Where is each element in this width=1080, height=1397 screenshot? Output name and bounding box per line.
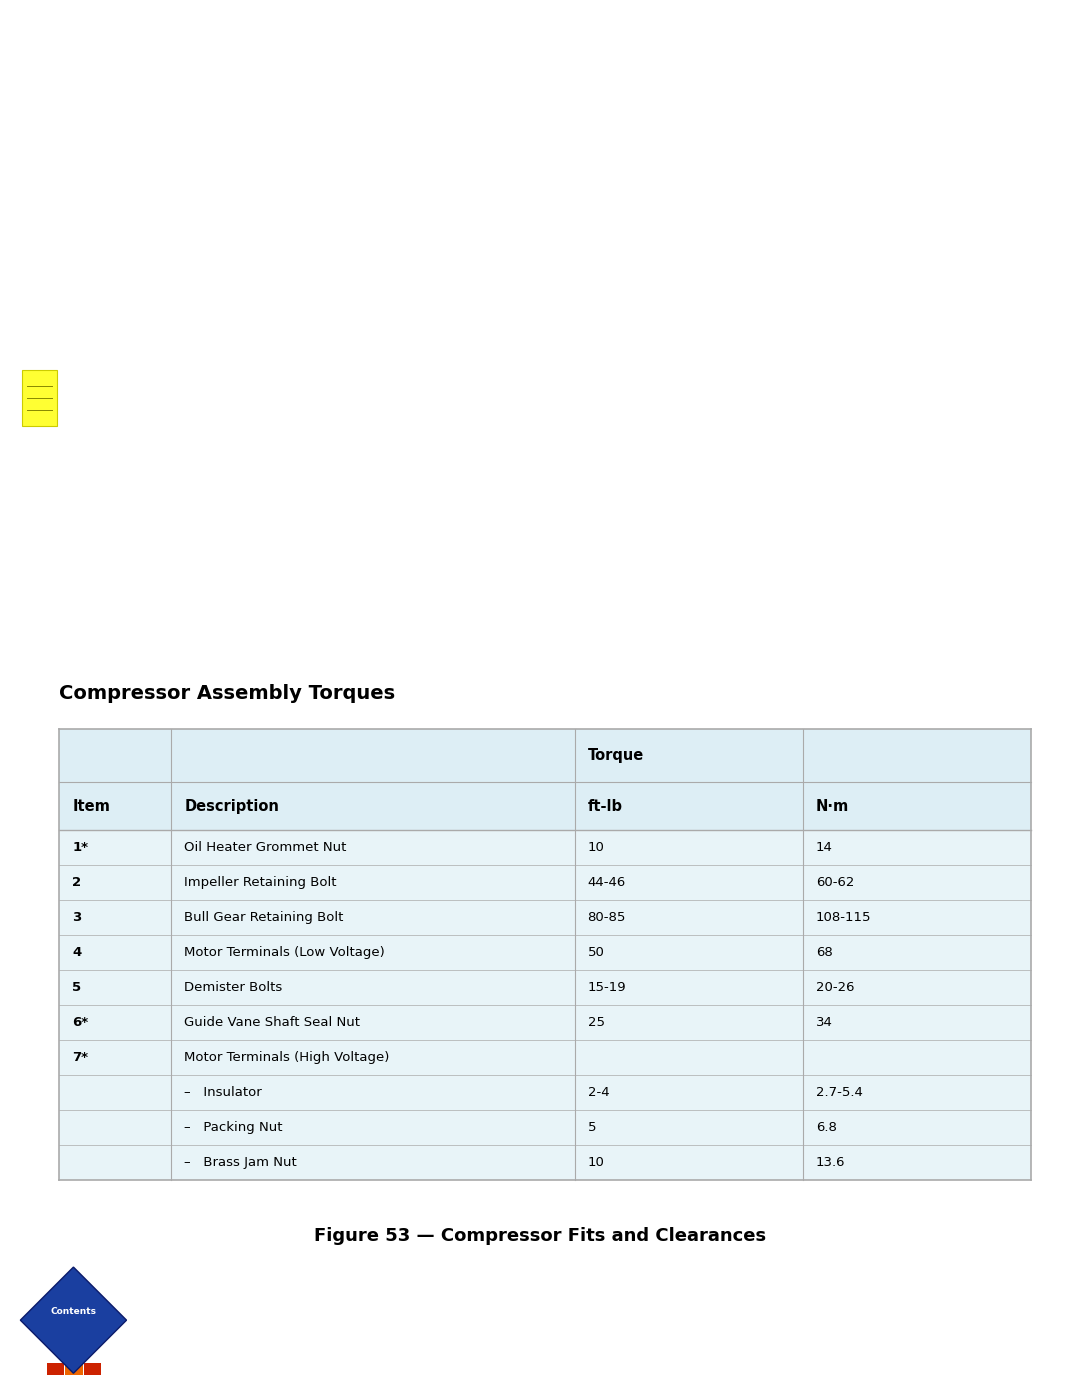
Text: 2-4: 2-4 bbox=[588, 1087, 609, 1099]
Text: 44-46: 44-46 bbox=[588, 876, 625, 888]
Text: Compressor Assembly Torques: Compressor Assembly Torques bbox=[59, 683, 395, 703]
Text: 1*: 1* bbox=[72, 841, 89, 854]
Bar bbox=[84, 1363, 102, 1375]
Text: 10: 10 bbox=[588, 1157, 605, 1169]
Text: Figure 53 — Compressor Fits and Clearances: Figure 53 — Compressor Fits and Clearanc… bbox=[314, 1228, 766, 1245]
Text: 80-85: 80-85 bbox=[588, 911, 626, 923]
Text: Torque: Torque bbox=[588, 749, 644, 763]
Bar bbox=[59, 1076, 1031, 1111]
Bar bbox=[66, 1363, 83, 1375]
Text: 2.7-5.4: 2.7-5.4 bbox=[815, 1087, 863, 1099]
Bar bbox=[59, 729, 1031, 782]
Text: Oil Heater Grommet Nut: Oil Heater Grommet Nut bbox=[184, 841, 347, 854]
Text: 7*: 7* bbox=[72, 1051, 89, 1065]
Text: 14: 14 bbox=[815, 841, 833, 854]
Text: Description: Description bbox=[184, 799, 279, 813]
Text: 68: 68 bbox=[815, 946, 833, 960]
Text: 50: 50 bbox=[588, 946, 605, 960]
Text: 4: 4 bbox=[72, 946, 82, 960]
Text: 6.8: 6.8 bbox=[815, 1122, 837, 1134]
Text: 6*: 6* bbox=[72, 1016, 89, 1030]
Text: 2: 2 bbox=[72, 876, 81, 888]
Bar bbox=[59, 729, 1031, 1180]
Text: ft‑lb: ft‑lb bbox=[588, 799, 622, 813]
Text: –   Insulator: – Insulator bbox=[184, 1087, 261, 1099]
Bar bbox=[59, 900, 1031, 935]
Text: –   Brass Jam Nut: – Brass Jam Nut bbox=[184, 1157, 297, 1169]
Text: Motor Terminals (Low Voltage): Motor Terminals (Low Voltage) bbox=[184, 946, 384, 960]
Text: Contents: Contents bbox=[51, 1308, 96, 1316]
Bar bbox=[59, 1111, 1031, 1146]
Text: Guide Vane Shaft Seal Nut: Guide Vane Shaft Seal Nut bbox=[184, 1016, 360, 1030]
Bar bbox=[59, 830, 1031, 865]
Text: 5: 5 bbox=[72, 981, 81, 995]
FancyBboxPatch shape bbox=[22, 370, 57, 426]
Text: Bull Gear Retaining Bolt: Bull Gear Retaining Bolt bbox=[184, 911, 343, 923]
Text: N·m: N·m bbox=[815, 799, 849, 813]
Bar bbox=[59, 782, 1031, 830]
Text: 34: 34 bbox=[815, 1016, 833, 1030]
Text: 108-115: 108-115 bbox=[815, 911, 872, 923]
Text: Motor Terminals (High Voltage): Motor Terminals (High Voltage) bbox=[184, 1051, 390, 1065]
Text: Impeller Retaining Bolt: Impeller Retaining Bolt bbox=[184, 876, 337, 888]
Bar bbox=[59, 935, 1031, 970]
Polygon shape bbox=[21, 1267, 126, 1373]
Text: 15-19: 15-19 bbox=[588, 981, 626, 995]
Bar bbox=[59, 1146, 1031, 1180]
Text: 25: 25 bbox=[588, 1016, 605, 1030]
Text: 13.6: 13.6 bbox=[815, 1157, 846, 1169]
Bar bbox=[59, 1006, 1031, 1041]
Text: 60-62: 60-62 bbox=[815, 876, 854, 888]
Bar bbox=[59, 1041, 1031, 1076]
Text: 20-26: 20-26 bbox=[815, 981, 854, 995]
Text: –   Packing Nut: – Packing Nut bbox=[184, 1122, 283, 1134]
Text: Demister Bolts: Demister Bolts bbox=[184, 981, 282, 995]
Text: 3: 3 bbox=[72, 911, 82, 923]
Text: 5: 5 bbox=[588, 1122, 596, 1134]
Text: Item: Item bbox=[72, 799, 110, 813]
Bar bbox=[59, 42, 1031, 671]
Bar bbox=[59, 865, 1031, 900]
Bar bbox=[46, 1363, 64, 1375]
Text: 10: 10 bbox=[588, 841, 605, 854]
Bar bbox=[59, 970, 1031, 1006]
